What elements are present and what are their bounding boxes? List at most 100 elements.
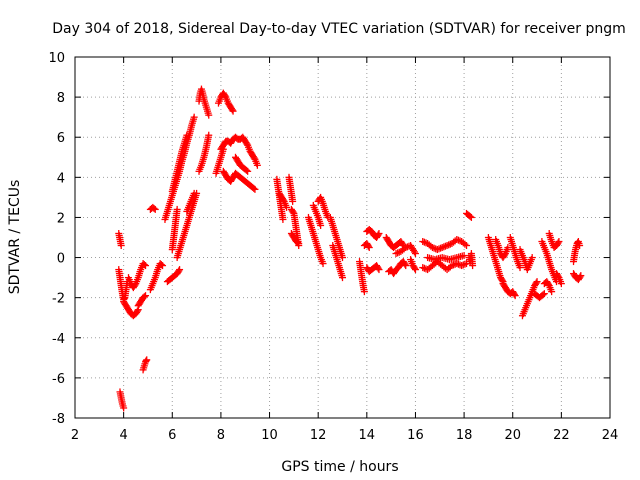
data-point <box>532 279 540 287</box>
data-point <box>374 231 382 239</box>
y-tick-label: 0 <box>57 252 65 267</box>
data-point <box>435 245 443 253</box>
x-tick-label: 22 <box>553 428 570 443</box>
data-point <box>253 161 261 169</box>
data-point <box>140 261 148 269</box>
data-point <box>133 307 141 315</box>
data-point <box>394 249 402 257</box>
data-point <box>173 205 181 213</box>
data-point <box>461 260 469 268</box>
data-point <box>279 196 287 204</box>
data-point <box>428 244 436 252</box>
y-tick-label: -6 <box>52 372 65 387</box>
data-point <box>221 92 229 100</box>
data-point <box>365 244 373 252</box>
data-point <box>441 242 449 250</box>
y-tick-label: 6 <box>57 131 65 146</box>
data-point <box>398 240 406 248</box>
data-point <box>533 278 541 286</box>
data-point <box>374 264 382 272</box>
data-point <box>510 290 518 298</box>
data-point <box>419 238 427 246</box>
data-point <box>420 238 428 246</box>
data-point <box>453 260 461 268</box>
data-point <box>294 239 302 247</box>
x-tick-label: 8 <box>217 428 225 443</box>
data-point <box>401 260 409 268</box>
data-point <box>157 261 165 269</box>
data-point <box>143 356 151 364</box>
x-tick-label: 16 <box>407 428 424 443</box>
data-point <box>150 204 158 212</box>
x-tick-label: 24 <box>602 428 619 443</box>
data-point <box>511 292 519 300</box>
data-point <box>548 288 556 296</box>
data-point <box>364 242 372 250</box>
data-point <box>151 205 159 213</box>
data-point <box>410 248 418 256</box>
x-tick-label: 14 <box>359 428 376 443</box>
data-point <box>448 262 456 270</box>
data-point <box>443 242 451 250</box>
data-point <box>183 131 191 139</box>
y-tick-label: 2 <box>57 211 65 226</box>
data-point <box>544 280 552 288</box>
grid-lines <box>75 57 610 418</box>
data-point <box>469 262 477 270</box>
x-tick-label: 4 <box>119 428 127 443</box>
data-point <box>576 242 584 250</box>
x-tick-label: 6 <box>168 428 176 443</box>
data-point <box>360 288 368 296</box>
data-point <box>577 272 585 280</box>
data-point <box>419 264 427 272</box>
data-point <box>554 239 562 247</box>
data-point <box>528 254 536 262</box>
y-axis-label: SDTVAR / TECUs <box>7 180 23 295</box>
data-point <box>339 254 346 262</box>
data-point <box>339 274 346 282</box>
data-point <box>175 267 183 275</box>
data-point <box>454 236 462 244</box>
axis-ticks <box>74 56 611 419</box>
x-tick-label: 10 <box>261 428 278 443</box>
data-point <box>317 221 325 229</box>
data-point <box>554 272 562 280</box>
data-point <box>120 404 128 412</box>
data-point <box>576 273 584 281</box>
data-point <box>243 140 251 148</box>
y-tick-label: -4 <box>52 332 65 347</box>
data-point <box>438 244 446 252</box>
data-point <box>557 280 565 288</box>
data-point <box>279 215 287 223</box>
data-point <box>159 262 167 270</box>
data-point <box>117 242 125 250</box>
data-point <box>437 244 445 252</box>
data-point <box>289 208 297 216</box>
chart-title: Day 304 of 2018, Sidereal Day-to-day VTE… <box>52 21 626 37</box>
data-point <box>498 276 506 284</box>
data-point <box>458 262 466 270</box>
data-point <box>459 261 467 269</box>
data-point <box>466 212 474 220</box>
data-point <box>445 241 453 249</box>
y-tick-label: -8 <box>52 412 65 427</box>
data-point <box>460 252 468 260</box>
data-point <box>140 293 148 301</box>
data-point <box>411 250 419 258</box>
data-point <box>142 292 150 300</box>
y-tick-label: 8 <box>57 91 65 106</box>
y-tick-label: 4 <box>57 171 65 186</box>
data-point <box>131 281 139 289</box>
x-axis-label: GPS time / hours <box>281 459 398 475</box>
data-point <box>422 265 430 273</box>
data-point <box>411 266 419 274</box>
x-tick-label: 18 <box>456 428 473 443</box>
data-point <box>433 246 441 254</box>
data-point <box>539 291 547 299</box>
data-point <box>283 203 291 211</box>
data-point <box>205 131 213 139</box>
x-tick-label: 12 <box>310 428 327 443</box>
data-point <box>375 229 383 237</box>
